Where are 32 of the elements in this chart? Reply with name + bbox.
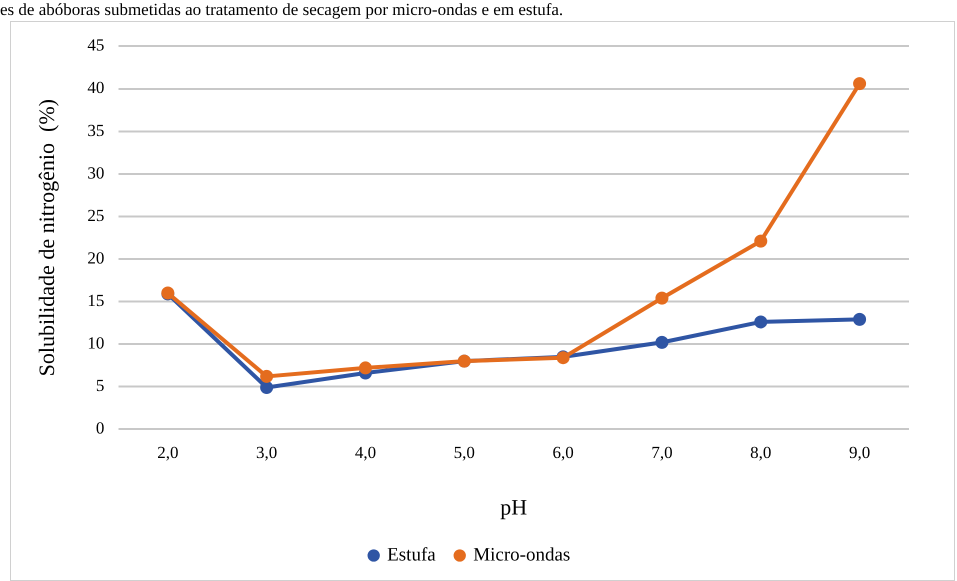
y-tick-label: 10: [87, 334, 104, 353]
y-axis-title: Solubilidade de nitrogênio (%): [34, 99, 59, 376]
point: [754, 315, 768, 328]
legend-label: Micro-ondas: [473, 544, 570, 566]
y-tick-label: 15: [87, 291, 104, 310]
point: [655, 336, 668, 349]
point: [358, 361, 372, 374]
y-tick-label: 45: [87, 36, 104, 55]
y-tick-label: 5: [96, 376, 104, 396]
y-tick-label: 30: [87, 163, 104, 182]
point: [853, 77, 866, 90]
legend-label: Estufa: [387, 544, 436, 566]
x-tick-label: 3,0: [256, 442, 278, 462]
point: [655, 292, 668, 305]
x-axis-title: pH: [500, 494, 528, 520]
point: [260, 380, 274, 394]
y-tick-label: 25: [87, 206, 104, 225]
x-tick-label: 7,0: [651, 442, 673, 462]
point: [754, 234, 768, 248]
x-tick-label: 4,0: [354, 442, 376, 462]
x-tick-label: 5,0: [454, 442, 475, 462]
text: es de abóboras submetidas ao tratamento de secagem por micro-ondas e em estufa.: [0, 0, 564, 20]
point: [260, 370, 274, 383]
x-tick-label: 9,0: [848, 442, 870, 462]
point: [853, 312, 866, 326]
y-tick-label: 40: [87, 78, 104, 98]
y-tick-label: 0: [96, 418, 104, 438]
y-tick-label: 35: [87, 120, 104, 140]
x-tick-label: 2,0: [157, 442, 178, 462]
x-tick-label: 6,0: [552, 442, 574, 462]
x-tick-label: 8,0: [750, 442, 772, 462]
y-tick-label: 20: [87, 248, 104, 268]
